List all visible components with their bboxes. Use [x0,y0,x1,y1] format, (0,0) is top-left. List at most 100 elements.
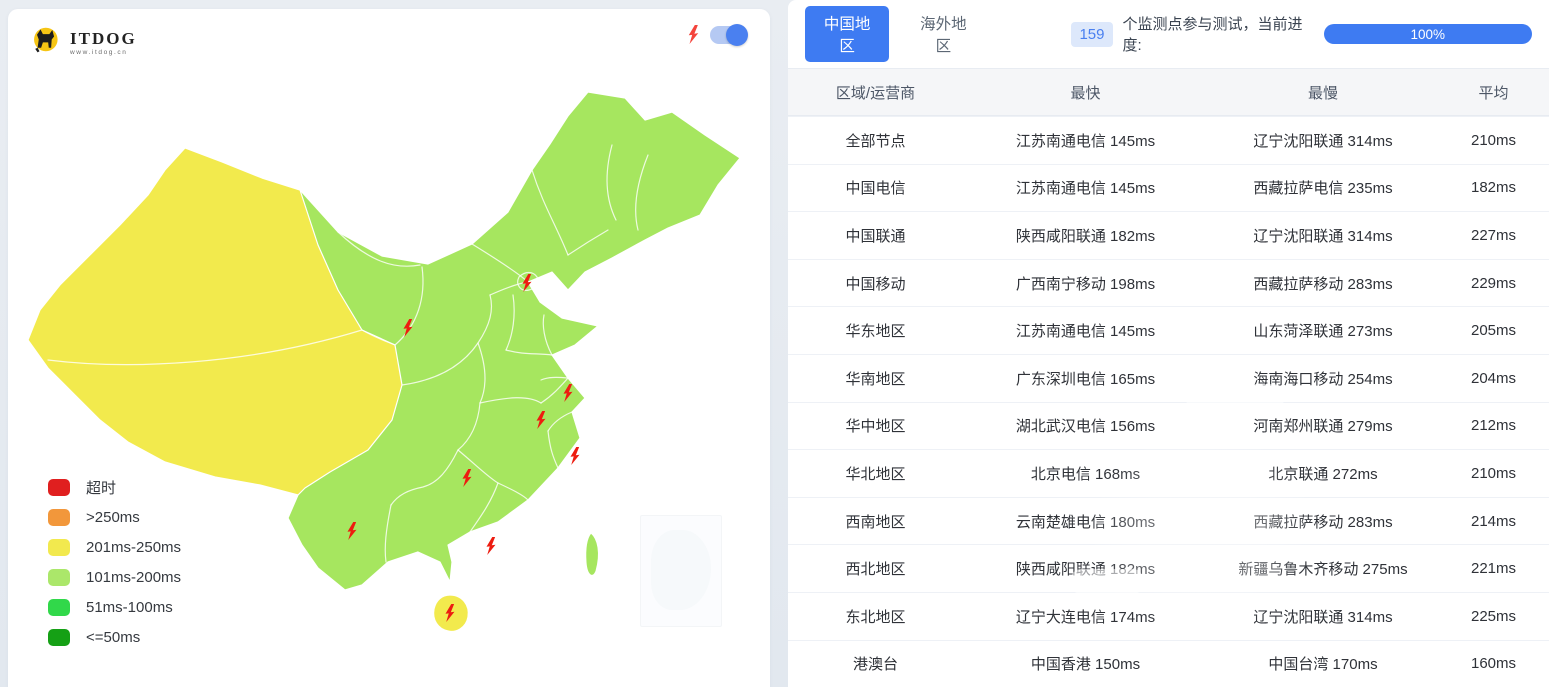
average-cell: 210ms [1470,131,1517,149]
average-cell: 225ms [1470,607,1517,625]
slowest-cell: 西藏拉萨移动 283ms [1253,275,1393,293]
fastest-cell: 陕西咸阳联通 182ms [1015,561,1156,579]
region-cell: 中国电信 [845,180,906,198]
fastest-cell: 广东深圳电信 165ms [1015,370,1156,388]
average-cell: 204ms [1470,369,1517,387]
slowest-cell: 辽宁沈阳联通 314ms [1253,608,1393,626]
province-borders [47,144,649,563]
legend-swatch [48,629,70,646]
slowest-cell: 中国台湾 170ms [1268,656,1378,674]
china-map[interactable] [8,9,770,687]
average-cell: 182ms [1470,179,1517,197]
table-header-row: 区域/运营商 最快 最慢 平均 [788,68,1549,116]
legend-swatch [48,539,70,556]
map-region-taiwan[interactable] [585,532,599,576]
fastest-cell: 北京电信 168ms [1030,465,1141,483]
legend-label: 201ms-250ms [86,539,182,556]
average-cell: 227ms [1470,226,1517,244]
table-row: 华东地区 江苏南通电信 145ms 山东菏泽联通 273ms 205ms [788,306,1549,354]
legend-swatch [48,569,70,586]
map-controls [687,23,748,46]
dog-logo-icon [34,27,58,53]
table-row: 华南地区 广东深圳电信 165ms 海南海口移动 254ms 204ms [788,353,1549,402]
map-watermark [640,515,722,627]
slowest-cell: 山东菏泽联通 273ms [1253,323,1393,341]
map-panel: ITDOG www.itdog.cn [8,9,770,687]
logo-title: ITDOG [70,29,137,48]
legend-label: 101ms-200ms [86,569,182,586]
map-legend: 超时 >250ms 201ms-250ms 101ms-200ms 51ms-1… [48,479,181,646]
slowest-cell: 西藏拉萨移动 283ms [1253,513,1393,531]
logo-text: ITDOG www.itdog.cn [70,30,137,56]
progress-label: 个监测点参与测试，当前进度: [1122,16,1303,54]
region-cell: 港澳台 [852,656,898,674]
legend-item: >250ms [48,509,181,526]
test-points-toggle[interactable] [710,23,748,46]
table-header-cell: 平均 [1478,84,1509,102]
region-cell: 东北地区 [845,608,906,626]
table-row: 港澳台 中国香港 150ms 中国台湾 170ms 160ms [788,639,1549,687]
region-cell: 华北地区 [845,465,906,483]
legend-label: >250ms [86,509,140,526]
legend-label: 超时 [86,480,117,497]
table-row: 中国联通 陕西咸阳联通 182ms 辽宁沈阳联通 314ms 227ms [788,211,1549,259]
table-row: 中国移动 广西南宁移动 198ms 西藏拉萨移动 283ms 229ms [788,258,1549,307]
fastest-cell: 江苏南通电信 145ms [1015,132,1156,150]
lightning-icon [688,25,699,44]
slowest-cell: 辽宁沈阳联通 314ms [1253,132,1393,150]
legend-label: <=50ms [86,629,141,646]
legend-swatch [48,599,70,616]
region-cell: 华中地区 [845,418,906,436]
average-cell: 210ms [1470,464,1517,482]
fastest-cell: 辽宁大连电信 174ms [1015,608,1156,626]
average-cell: 221ms [1470,560,1517,578]
region-cell: 华南地区 [845,370,906,388]
legend-item: 超时 [48,479,181,497]
toggle-knob [726,23,748,46]
map-region-slow-west[interactable] [27,147,403,496]
slowest-cell: 北京联通 272ms [1268,465,1378,483]
region-cell: 中国联通 [845,227,906,245]
table-header-cell: 区域/运营商 [835,84,916,102]
fastest-cell: 湖北武汉电信 156ms [1015,418,1156,436]
table-row: 全部节点 江苏南通电信 145ms 辽宁沈阳联通 314ms 210ms [788,116,1549,164]
region-cell: 华东地区 [845,323,906,341]
results-table: 区域/运营商 最快 最慢 平均 全部节点 江苏南通电信 145ms 辽宁沈阳联通… [788,68,1549,687]
fastest-cell: 陕西咸阳联通 182ms [1015,227,1156,245]
table-header-cell: 最快 [1070,84,1101,102]
progress-value: 100% [1410,26,1446,42]
average-cell: 205ms [1470,322,1517,340]
results-header: 中国地区 海外地区 159 个监测点参与测试，当前进度: 100% [788,0,1549,68]
table-row: 西北地区 陕西咸阳联通 182ms 新疆乌鲁木齐移动 275ms 221ms [788,544,1549,592]
table-header-cell: 最慢 [1307,84,1338,102]
results-panel: 中国地区 海外地区 159 个监测点参与测试，当前进度: 100% 区域/运营商… [788,0,1549,687]
slowest-cell: 海南海口移动 254ms [1253,370,1393,388]
region-cell: 全部节点 [845,132,906,150]
fastest-cell: 广西南宁移动 198ms [1015,275,1156,293]
table-row: 华北地区 北京电信 168ms 北京联通 272ms 210ms [788,449,1549,497]
average-cell: 160ms [1470,655,1517,673]
fastest-cell: 江苏南通电信 145ms [1015,323,1156,341]
legend-item: 51ms-100ms [48,599,181,616]
fastest-cell: 江苏南通电信 145ms [1015,180,1156,198]
slowest-cell: 辽宁沈阳联通 314ms [1253,227,1393,245]
region-cell: 中国移动 [845,275,906,293]
legend-swatch [48,479,70,496]
legend-swatch [48,509,70,526]
slowest-cell: 西藏拉萨电信 235ms [1253,180,1393,198]
average-cell: 229ms [1470,274,1517,292]
fastest-cell: 云南楚雄电信 180ms [1015,513,1156,531]
fastest-cell: 中国香港 150ms [1030,656,1141,674]
region-cell: 西北地区 [845,561,906,579]
table-row: 中国电信 江苏南通电信 145ms 西藏拉萨电信 235ms 182ms [788,163,1549,212]
region-tab[interactable]: 海外地区 [901,6,985,62]
itdog-logo[interactable]: ITDOG www.itdog.cn [30,23,137,63]
slowest-cell: 新疆乌鲁木齐移动 275ms [1238,561,1408,579]
slowest-cell: 河南郑州联通 279ms [1253,418,1393,436]
progress-bar: 100% [1323,24,1532,44]
legend-item: 201ms-250ms [48,539,181,556]
legend-item: 101ms-200ms [48,569,181,586]
table-row: 东北地区 辽宁大连电信 174ms 辽宁沈阳联通 314ms 225ms [788,591,1549,640]
logo-subtitle: www.itdog.cn [70,49,128,56]
region-tab[interactable]: 中国地区 [805,6,890,62]
